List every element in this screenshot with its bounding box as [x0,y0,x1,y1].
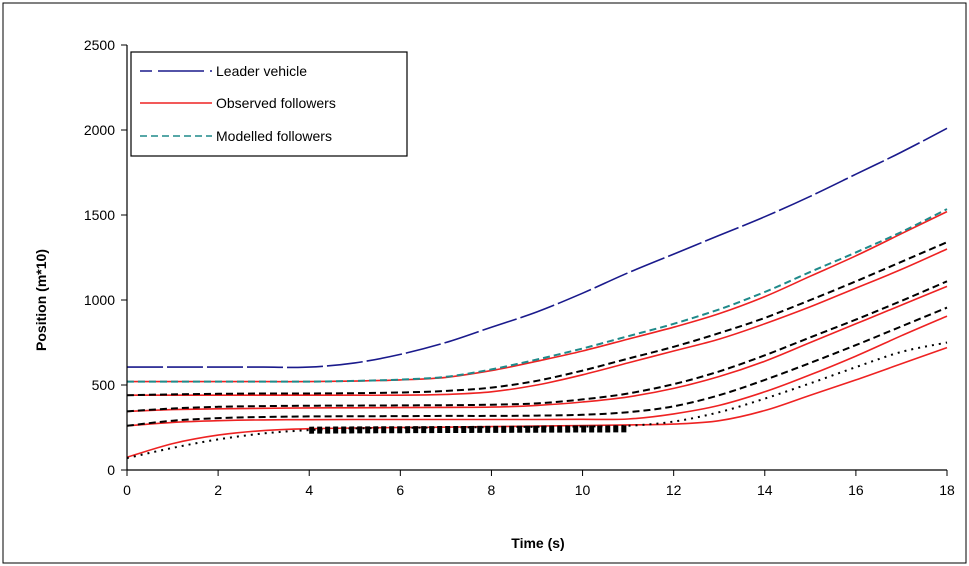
legend-label-leader: Leader vehicle [216,63,307,79]
series-line-8-modelled [126,306,948,427]
y-tick-label: 2000 [84,122,115,138]
x-tick-label: 10 [575,482,591,498]
series-line-5-observed [126,285,948,413]
y-tick-label: 500 [92,377,116,393]
y-tick-label: 1500 [84,207,115,223]
legend-label-modelled: Modelled followers [216,128,332,144]
y-axis-label: Position (m*10) [33,249,49,351]
y-tick-label: 1000 [84,292,115,308]
legend: Leader vehicle Observed followers Modell… [130,51,408,157]
series-line-0-leader [126,127,948,369]
x-tick-label: 2 [214,482,222,498]
series-line-6-modelled [126,280,948,413]
x-tick-label: 16 [848,482,864,498]
x-tick-label: 4 [305,482,313,498]
series-line-3-observed [127,248,948,397]
y-tick-label: 0 [107,462,115,478]
x-axis-label: Time (s) [511,535,564,551]
x-tick-label: 0 [123,482,131,498]
x-tick-label: 8 [488,482,496,498]
series-line-7-observed [126,315,948,427]
x-tick-label: 14 [757,482,773,498]
legend-box [130,51,408,157]
y-tick-label: 2500 [84,37,115,53]
series-line-4-modelled [126,241,948,397]
x-tick-label: 18 [939,482,955,498]
series-line-2-modelled [127,208,948,383]
x-tick-label: 6 [396,482,404,498]
tick-labels: 0 2 4 6 8 10 12 14 16 18 0 500 1000 1500 2000 2500 [84,37,955,498]
series-line-11-modelled [309,425,629,434]
legend-label-observed: Observed followers [216,95,336,111]
series-lines [126,127,948,460]
x-tick-label: 12 [666,482,682,498]
axes [121,44,948,476]
